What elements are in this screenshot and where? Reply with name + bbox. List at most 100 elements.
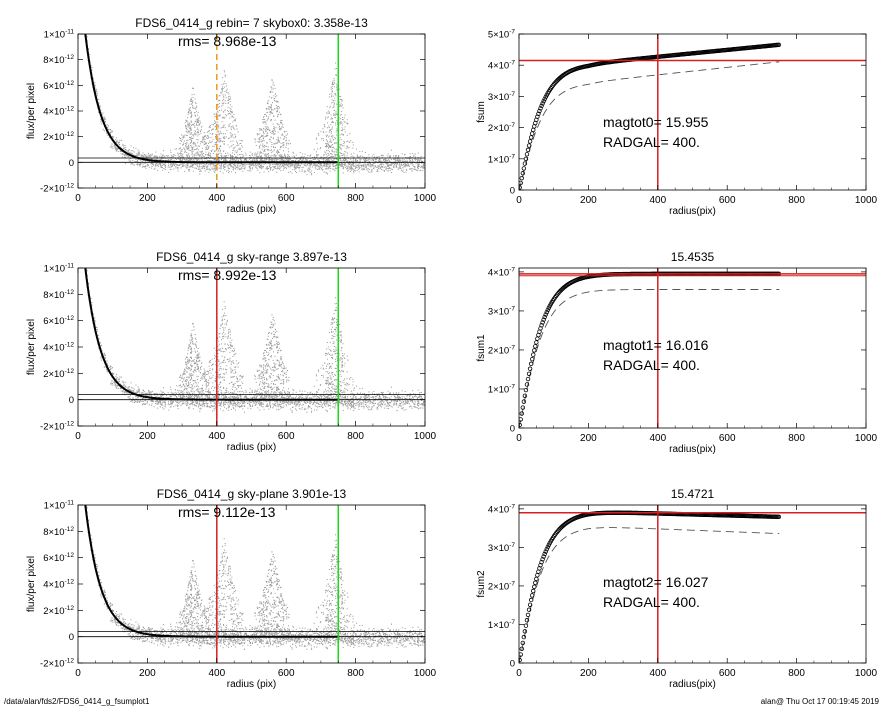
scatter-point <box>195 154 197 156</box>
scatter-point <box>322 367 324 369</box>
scatter-point <box>282 400 284 402</box>
scatter-point <box>284 163 286 165</box>
scatter-point <box>302 158 304 160</box>
scatter-point <box>394 162 396 164</box>
scatter-point <box>367 162 369 164</box>
scatter-point <box>188 155 190 157</box>
scatter-point <box>168 172 170 174</box>
scatter-point <box>276 151 278 153</box>
scatter-point <box>179 165 181 167</box>
scatter-point <box>287 160 289 162</box>
scatter-point <box>228 93 230 95</box>
scatter-point <box>220 166 222 168</box>
scatter-point <box>355 163 357 165</box>
scatter-point <box>203 139 205 141</box>
scatter-point <box>80 205 81 206</box>
scatter-point <box>129 157 131 159</box>
scatter-point <box>111 147 113 149</box>
scatter-point <box>117 140 119 142</box>
scatter-point <box>422 166 424 168</box>
scatter-point <box>354 160 356 162</box>
scatter-point <box>270 118 272 120</box>
scatter-point <box>213 145 215 147</box>
scatter-point <box>171 156 173 158</box>
scatter-point <box>202 155 204 157</box>
scatter-point <box>235 152 237 154</box>
scatter-point <box>401 163 403 165</box>
scatter-point <box>193 160 195 162</box>
scatter-point <box>341 110 343 112</box>
scatter-point <box>249 166 251 168</box>
scatter-point <box>217 103 219 105</box>
scatter-point <box>419 160 421 162</box>
scatter-point <box>336 134 338 136</box>
scatter-point <box>204 170 206 172</box>
scatter-point <box>208 361 210 363</box>
scatter-point <box>397 162 399 164</box>
scatter-point <box>197 162 199 164</box>
scatter-point <box>158 159 160 161</box>
scatter-point <box>145 165 147 167</box>
scatter-point <box>173 163 175 165</box>
scatter-point <box>272 137 274 139</box>
scatter-point <box>82 244 83 245</box>
scatter-point <box>321 165 323 167</box>
scatter-point <box>270 91 272 93</box>
scatter-point <box>215 122 217 124</box>
scatter-point <box>293 163 295 165</box>
scatter-point <box>215 135 217 137</box>
scatter-point <box>217 158 219 160</box>
scatter-point <box>160 162 162 164</box>
scatter-point <box>408 165 410 167</box>
scatter-point <box>364 157 366 159</box>
scatter-point <box>159 163 161 165</box>
scatter-point <box>278 154 280 156</box>
scatter-point <box>195 164 197 166</box>
scatter-point <box>289 395 291 397</box>
scatter-point <box>255 155 257 157</box>
scatter-point <box>209 377 211 379</box>
scatter-point <box>376 171 378 173</box>
scatter-point <box>213 168 215 170</box>
scatter-point <box>300 156 302 158</box>
scatter-point <box>383 166 385 168</box>
scatter-point <box>320 164 322 166</box>
scatter-point <box>191 103 193 105</box>
scatter-point <box>195 108 197 110</box>
scatter-point <box>326 167 328 169</box>
scatter-point <box>380 165 382 167</box>
scatter-point <box>287 155 289 157</box>
scatter-point <box>335 113 337 115</box>
scatter-point <box>293 166 295 168</box>
scatter-point <box>254 165 256 167</box>
scatter-point <box>226 319 228 321</box>
scatter-point <box>326 159 328 161</box>
scatter-point <box>325 172 327 174</box>
scatter-point <box>209 141 211 143</box>
scatter-point <box>389 155 391 157</box>
scatter-point <box>217 158 219 160</box>
scatter-point <box>299 165 301 167</box>
scatter-point <box>325 164 327 166</box>
scatter-point <box>83 10 84 11</box>
scatter-point <box>124 392 126 394</box>
scatter-point <box>229 123 231 125</box>
scatter-point <box>332 151 334 153</box>
scatter-point <box>283 142 285 144</box>
scatter-point <box>210 149 212 151</box>
scatter-point <box>328 165 330 167</box>
scatter-point <box>298 168 300 170</box>
scatter-point <box>304 160 306 162</box>
scatter-point <box>313 164 315 166</box>
scatter-point <box>347 140 349 142</box>
scatter-point <box>331 126 333 128</box>
scatter-point <box>227 172 229 174</box>
scatter-point <box>211 140 213 142</box>
scatter-point <box>287 148 289 150</box>
scatter-point <box>261 166 263 168</box>
scatter-point <box>273 108 275 110</box>
scatter-point <box>223 155 225 157</box>
scatter-point <box>417 169 419 171</box>
scatter-point <box>270 149 272 151</box>
scatter-point <box>280 170 282 172</box>
